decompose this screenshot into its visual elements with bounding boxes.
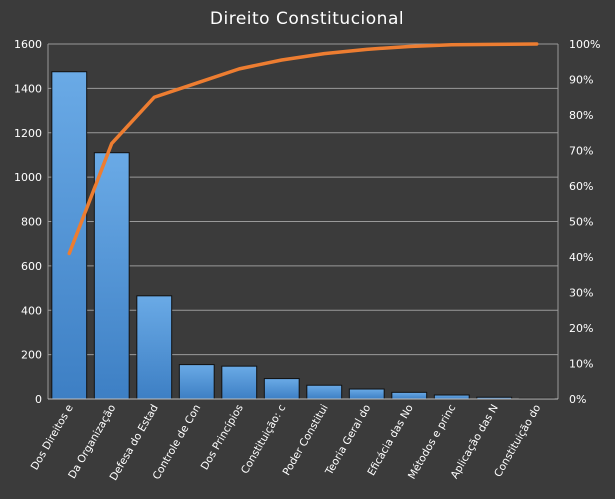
grid-lines <box>48 43 558 400</box>
y-right-tick-label: 40% <box>569 251 593 264</box>
x-category-label: Poder Constitui <box>281 403 331 478</box>
x-category-label: Teoria Geral do <box>323 403 374 478</box>
y-right-tick-label: 60% <box>569 180 593 193</box>
bar <box>306 384 343 400</box>
bars <box>51 71 555 400</box>
x-category-label: Controle de Con <box>151 403 204 482</box>
cumulative-percentage-line <box>67 42 539 256</box>
y-right-tick-label: 50% <box>569 216 593 229</box>
y-right-tick-label: 20% <box>569 322 593 335</box>
y-right-tick-label: 100% <box>569 38 600 51</box>
x-category-label: Dos Direitos e <box>29 403 76 473</box>
x-category-label: Constituição: c <box>239 402 288 476</box>
x-category-label: Métodos e princ <box>406 402 459 481</box>
y-left-tick-label: 1600 <box>14 38 42 51</box>
bar <box>51 71 88 400</box>
y-right-tick-label: 30% <box>569 287 593 300</box>
y-left-tick-label: 1000 <box>14 171 42 184</box>
y-left-tick-label: 200 <box>21 349 42 362</box>
bar <box>221 365 258 400</box>
y-right-tick-label: 90% <box>569 74 593 87</box>
y-right-tick-label: 10% <box>569 358 593 371</box>
y-right-tick-label: 80% <box>569 109 593 122</box>
y-right-tick-label: 70% <box>569 145 593 158</box>
bar <box>263 378 300 400</box>
y-left-tick-label: 0 <box>35 393 42 406</box>
x-category-label: Da Organização <box>66 403 118 481</box>
y-right-tick-label: 0% <box>569 393 586 406</box>
x-category-label: Dos Princípios <box>199 403 246 473</box>
x-category-label: Constituição do <box>492 403 543 480</box>
y-left-tick-label: 600 <box>21 260 42 273</box>
bar <box>348 388 385 400</box>
y-left-tick-label: 1200 <box>14 127 42 140</box>
y-left-tick-label: 800 <box>21 216 42 229</box>
bar <box>391 391 428 400</box>
x-category-label: Eficácia das No <box>365 403 415 478</box>
bar <box>136 295 173 400</box>
y-left-tick-label: 400 <box>21 304 42 317</box>
y-left-tick-label: 1400 <box>14 82 42 95</box>
cumulative-line-layer <box>67 42 539 256</box>
bar <box>433 394 470 400</box>
bar <box>178 364 215 400</box>
chart-title: Direito Constitucional <box>210 9 404 29</box>
x-category-label: Aplicação das N <box>449 403 501 481</box>
bar <box>93 152 130 400</box>
